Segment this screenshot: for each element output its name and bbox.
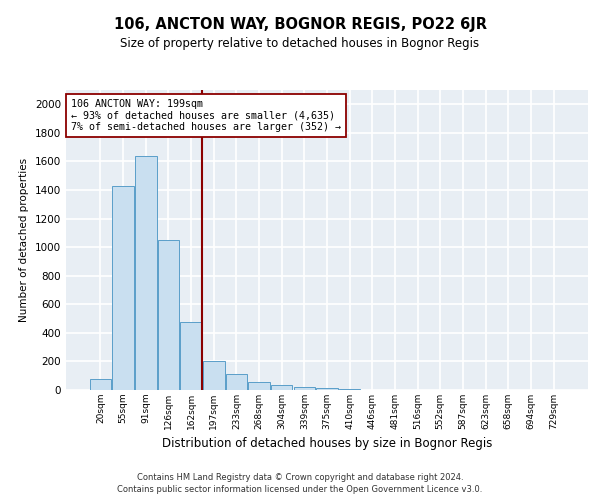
Bar	[203, 362, 224, 390]
Bar	[271, 385, 292, 390]
Text: Size of property relative to detached houses in Bognor Regis: Size of property relative to detached ho…	[121, 38, 479, 51]
Text: Contains HM Land Registry data © Crown copyright and database right 2024.: Contains HM Land Registry data © Crown c…	[137, 472, 463, 482]
Y-axis label: Number of detached properties: Number of detached properties	[19, 158, 29, 322]
Bar	[158, 240, 179, 390]
Bar	[181, 322, 202, 390]
Bar	[135, 156, 157, 390]
Bar	[226, 374, 247, 390]
Bar	[316, 388, 338, 390]
Text: 106 ANCTON WAY: 199sqm
← 93% of detached houses are smaller (4,635)
7% of semi-d: 106 ANCTON WAY: 199sqm ← 93% of detached…	[71, 99, 341, 132]
Bar	[293, 387, 315, 390]
X-axis label: Distribution of detached houses by size in Bognor Regis: Distribution of detached houses by size …	[162, 438, 492, 450]
Bar	[248, 382, 270, 390]
Text: Contains public sector information licensed under the Open Government Licence v3: Contains public sector information licen…	[118, 485, 482, 494]
Bar	[112, 186, 134, 390]
Bar	[90, 378, 111, 390]
Text: 106, ANCTON WAY, BOGNOR REGIS, PO22 6JR: 106, ANCTON WAY, BOGNOR REGIS, PO22 6JR	[113, 18, 487, 32]
